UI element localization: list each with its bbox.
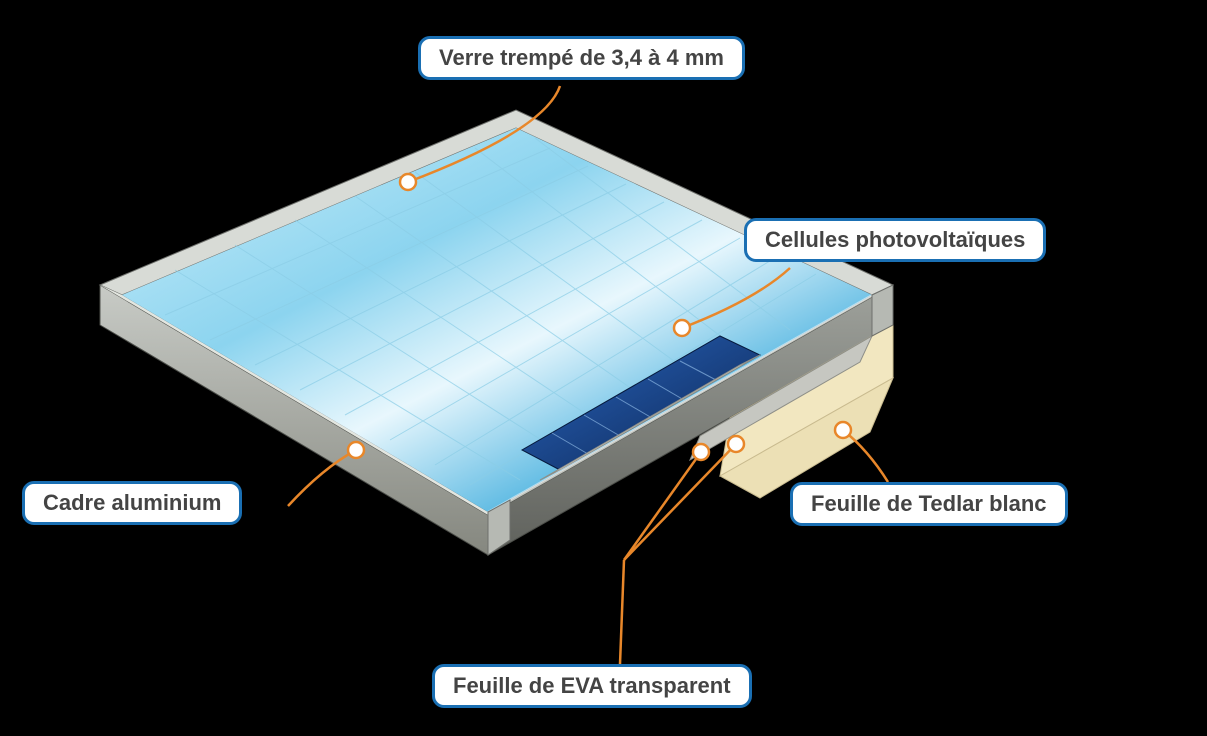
solar-panel-diagram — [0, 0, 1207, 736]
label-glass-text: Verre trempé de 3,4 à 4 mm — [439, 45, 724, 70]
label-eva-text: Feuille de EVA transparent — [453, 673, 731, 698]
label-cells: Cellules photovoltaïques — [744, 218, 1046, 262]
label-frame-text: Cadre aluminium — [43, 490, 221, 515]
label-frame: Cadre aluminium — [22, 481, 242, 525]
label-tedlar: Feuille de Tedlar blanc — [790, 482, 1068, 526]
label-glass: Verre trempé de 3,4 à 4 mm — [418, 36, 745, 80]
label-tedlar-text: Feuille de Tedlar blanc — [811, 491, 1047, 516]
label-eva: Feuille de EVA transparent — [432, 664, 752, 708]
label-cells-text: Cellules photovoltaïques — [765, 227, 1025, 252]
